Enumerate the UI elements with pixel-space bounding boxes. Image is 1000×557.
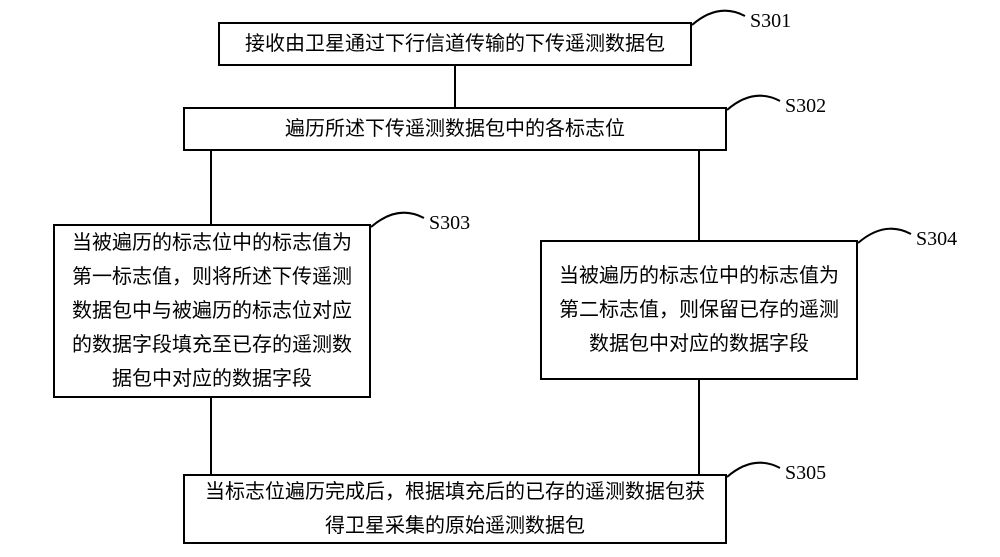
step-label-s303: S303 bbox=[429, 212, 470, 235]
step-label-s304: S304 bbox=[916, 228, 957, 251]
node-text: 当标志位遍历完成后，根据填充后的已存的遥测数据包获得卫星采集的原始遥测数据包 bbox=[197, 475, 713, 543]
flow-node-s305: 当标志位遍历完成后，根据填充后的已存的遥测数据包获得卫星采集的原始遥测数据包 bbox=[183, 474, 727, 544]
flow-node-s303: 当被遍历的标志位中的标志值为第一标志值，则将所述下传遥测数据包中与被遍历的标志位… bbox=[53, 224, 371, 398]
node-text: 当被遍历的标志位中的标志值为第二标志值，则保留已存的遥测数据包中对应的数据字段 bbox=[554, 259, 844, 361]
step-label-s301: S301 bbox=[750, 10, 791, 33]
node-text: 遍历所述下传遥测数据包中的各标志位 bbox=[285, 112, 625, 146]
flow-node-s304: 当被遍历的标志位中的标志值为第二标志值，则保留已存的遥测数据包中对应的数据字段 bbox=[540, 240, 858, 380]
flow-node-s302: 遍历所述下传遥测数据包中的各标志位 bbox=[183, 107, 727, 151]
flow-node-s301: 接收由卫星通过下行信道传输的下传遥测数据包 bbox=[218, 22, 692, 66]
step-label-s305: S305 bbox=[785, 462, 826, 485]
node-text: 当被遍历的标志位中的标志值为第一标志值，则将所述下传遥测数据包中与被遍历的标志位… bbox=[67, 226, 357, 396]
node-text: 接收由卫星通过下行信道传输的下传遥测数据包 bbox=[245, 27, 665, 61]
step-label-s302: S302 bbox=[785, 95, 826, 118]
